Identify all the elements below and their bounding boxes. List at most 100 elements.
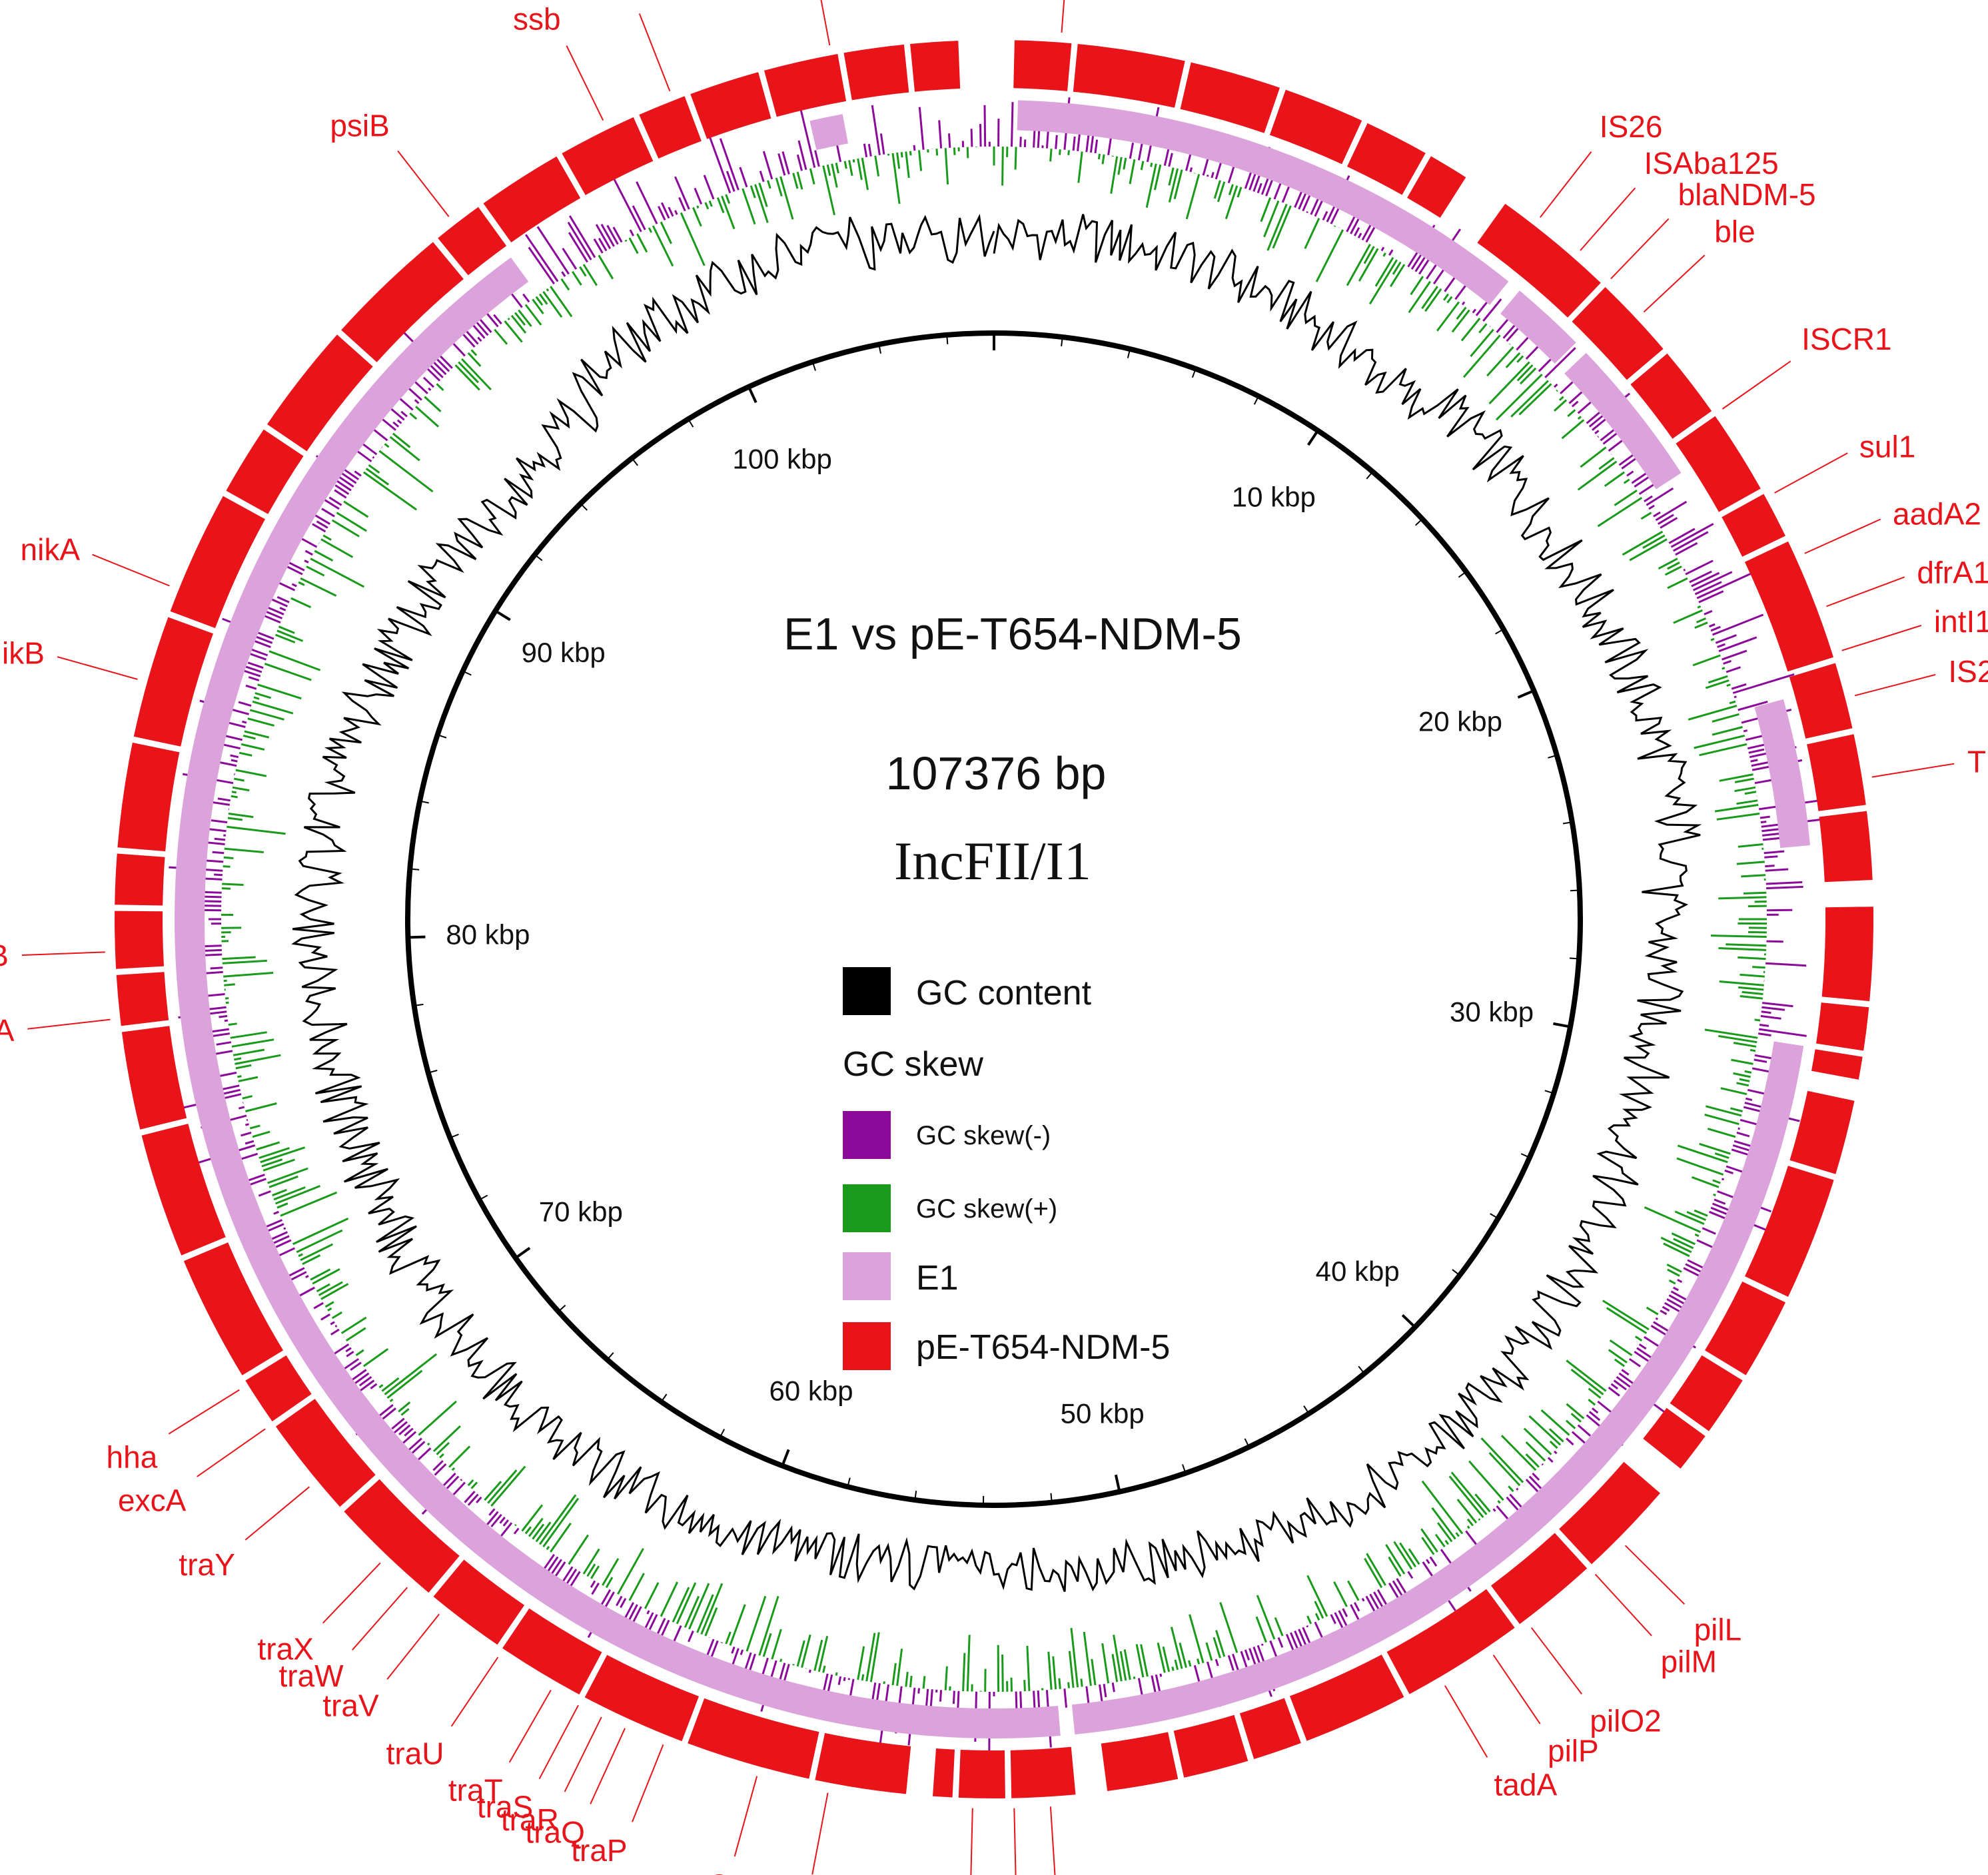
reference-gene-block [116,972,169,1026]
gene-leader-line [386,1613,440,1680]
minor-tick [1358,1365,1365,1374]
legend-label-gc-content: GC content [916,974,1092,1012]
gene-leader-line [1492,1655,1541,1724]
minor-tick [1244,1438,1250,1447]
gene-label: psiB [330,109,389,143]
legend-swatch-e1 [843,1252,891,1300]
reference-gene-ring [115,40,1874,1798]
gene-leader-line [1854,673,1936,697]
gc-skew-plus-spikes [221,147,1767,1692]
minor-tick [1191,368,1197,378]
gene-label: trbA [0,1013,15,1048]
reference-gene-block [1073,44,1185,108]
gene-leader-line [168,1389,240,1435]
reference-gene-block [764,54,847,117]
reference-gene-block [1819,811,1873,883]
reference-gene-block [438,206,507,276]
gene-label: traT [448,1772,503,1807]
legend-label-gc-skew-minus: GC skew(-) [916,1121,1051,1150]
minor-tick [878,344,882,354]
gene-label: ble [1714,214,1755,249]
reference-gene-block [245,1355,312,1421]
minor-tick [450,1134,459,1139]
gene-label: traO [672,1868,731,1875]
gene-leader-line [92,554,170,587]
e1-block [809,114,848,151]
major-tick [1114,1474,1121,1493]
reference-gene-block [1705,1282,1785,1375]
reference-gene-block [815,1732,911,1794]
tick-label: 50 kbp [1061,1397,1145,1429]
gene-leader-line [352,1587,408,1651]
minor-tick [719,1429,726,1438]
minor-tick [410,868,420,871]
reference-gene-block [141,1124,226,1256]
gene-label: dfrA12 [1917,555,1988,589]
minor-tick [660,1393,668,1403]
minor-tick [478,1194,488,1201]
gene-label: traU [386,1736,444,1770]
reference-gene-block [1477,203,1601,318]
gene-leader-line [57,656,138,680]
reference-gene-block [584,1655,699,1742]
gene-leader-line [1540,151,1592,218]
reference-gene-block [1347,123,1426,195]
tick-marks [408,333,1580,1505]
gene-leader-line [21,951,105,956]
major-tick [781,1449,790,1467]
reference-gene-block [344,1479,460,1593]
reference-gene-block [183,1242,284,1375]
gene-leader-line [1871,763,1955,778]
legend-swatch-gc-content [843,967,891,1015]
reference-gene-block [1811,1049,1863,1080]
reference-gene-block [115,911,164,969]
e1-block [1754,699,1810,849]
major-tick [408,935,426,939]
gene-label: intI1 [1934,604,1988,639]
gene-label: pilL [1694,1613,1742,1647]
minor-tick [1548,754,1558,759]
gene-label: trbB [0,938,9,973]
minor-tick [428,1070,438,1074]
reference-gene-block [1559,1461,1660,1565]
minor-tick [1253,396,1259,405]
reference-gene-block [1722,494,1785,557]
gene-label: pilP [1548,1734,1599,1768]
reference-gene-block [1572,287,1664,380]
gene-leader-line [734,1776,758,1857]
minor-tick [437,734,447,739]
map-title: E1 vs pE-T654-NDM-5 [783,609,1242,659]
reference-gene-block [1101,1732,1179,1791]
minor-tick [414,1003,424,1006]
map-length: 107376 bp [886,747,1107,799]
reference-gene-block [433,1559,525,1645]
gene-label: tadA [1494,1768,1558,1802]
minor-tick [1495,628,1504,635]
gene-label: TnAs1 [1967,744,1988,779]
reference-gene-block [1290,1655,1404,1741]
gene-leader-line [1530,1627,1582,1694]
gene-label: aadA2 [1893,496,1981,531]
gene-leader-line [564,1716,602,1792]
reference-gene-block [1676,416,1761,512]
major-tick [747,386,757,404]
minor-tick [1452,1269,1460,1276]
gene-leader-line [1722,360,1791,410]
reference-gene-block [133,617,213,747]
reference-gene-block [1816,1002,1869,1051]
minor-tick [631,458,638,466]
reference-gene-block [1643,1407,1706,1469]
gene-leader-line [322,1562,381,1624]
gene-leader-line [1826,576,1905,607]
reference-gene-block [1269,89,1362,165]
minor-tick [1520,1153,1530,1158]
minor-tick [811,361,816,371]
reference-gene-block [1180,62,1280,133]
tick-label: 80 kbp [446,919,530,950]
reference-gene-block [502,1608,602,1694]
gc-content-trace [291,213,1702,1593]
gene-leader-line [1774,452,1848,494]
gene-leader-line [1049,1806,1056,1875]
gene-leader-line [1061,0,1065,33]
tick-label: 100 kbp [732,444,831,475]
